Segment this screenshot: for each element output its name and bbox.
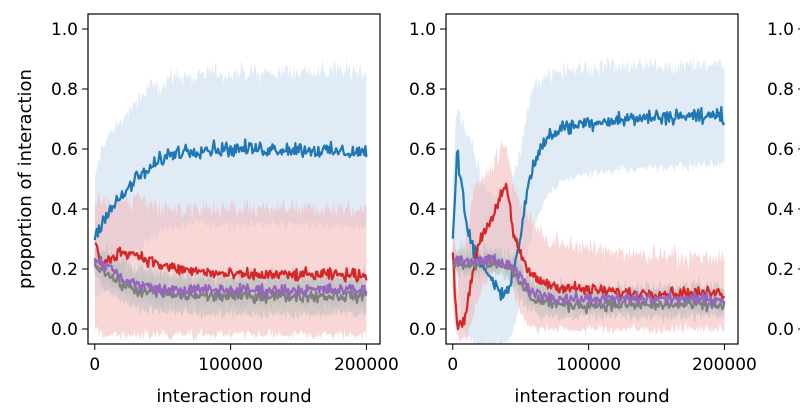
chart-panel-2: 0.0 0.2 0.4 0.6 0.8 1.0 0 100000 200000 interac…	[409, 13, 757, 407]
y-axis-label-1: proportion of interaction	[15, 69, 36, 289]
x-axis-1: 0 100000 200000	[89, 344, 399, 375]
y-tick-label: 0.8	[51, 80, 78, 100]
x-axis-2: 0 100000 200000	[447, 344, 757, 375]
y-tick-label: 0.0	[51, 320, 78, 340]
y-tick-label: 0.8	[767, 80, 794, 100]
y-tick-label: 0.4	[409, 200, 436, 220]
chart-panel-3: 0.0 0.2 0.4 0.6 0.8 1.0	[767, 20, 800, 340]
y-axis-2: 0.0 0.2 0.4 0.6 0.8 1.0	[409, 20, 446, 340]
series-line-blue	[93, 138, 368, 241]
series-line-red	[451, 182, 726, 331]
x-axis-label-2: interaction round	[514, 386, 669, 407]
y-tick-label: 0.8	[409, 80, 436, 100]
y-tick-label: 1.0	[767, 20, 794, 40]
y-axis-3: 0.0 0.2 0.4 0.6 0.8 1.0	[767, 20, 800, 340]
chart-panel-1: 0.0 0.2 0.4 0.6 0.8 1.0 0 100000 200000 interac…	[15, 13, 399, 407]
x-tick-label: 0	[89, 355, 100, 375]
y-tick-label: 0.4	[767, 200, 794, 220]
y-tick-label: 1.0	[409, 20, 436, 40]
y-tick-label: 0.2	[767, 260, 794, 280]
x-tick-label: 200000	[692, 355, 757, 375]
x-tick-label: 0	[447, 355, 458, 375]
series-band	[94, 190, 367, 343]
x-tick-label: 200000	[334, 355, 399, 375]
x-tick-label: 100000	[556, 355, 621, 375]
series-line-purple	[93, 255, 368, 299]
series-line-red	[94, 242, 368, 283]
y-tick-label: 0.0	[767, 320, 794, 340]
y-tick-label: 0.2	[409, 260, 436, 280]
plot-area-1	[93, 58, 368, 343]
y-tick-label: 0.4	[51, 200, 78, 220]
axes-frame-1	[87, 13, 381, 345]
y-tick-label: 0.6	[767, 140, 794, 160]
series-line-blue	[451, 105, 726, 301]
plot-area-2	[451, 51, 726, 344]
x-axis-label-1: interaction round	[156, 386, 311, 407]
y-tick-label: 0.0	[409, 320, 436, 340]
y-tick-label: 0.2	[51, 260, 78, 280]
y-axis-1: 0.0 0.2 0.4 0.6 0.8 1.0	[51, 20, 88, 340]
y-tick-label: 1.0	[51, 20, 78, 40]
y-tick-label: 0.6	[409, 140, 436, 160]
y-tick-label: 0.6	[51, 140, 78, 160]
series-line-purple	[452, 253, 726, 309]
axes-frame-2	[445, 13, 739, 345]
series-band	[94, 58, 367, 299]
x-tick-label: 100000	[198, 355, 263, 375]
